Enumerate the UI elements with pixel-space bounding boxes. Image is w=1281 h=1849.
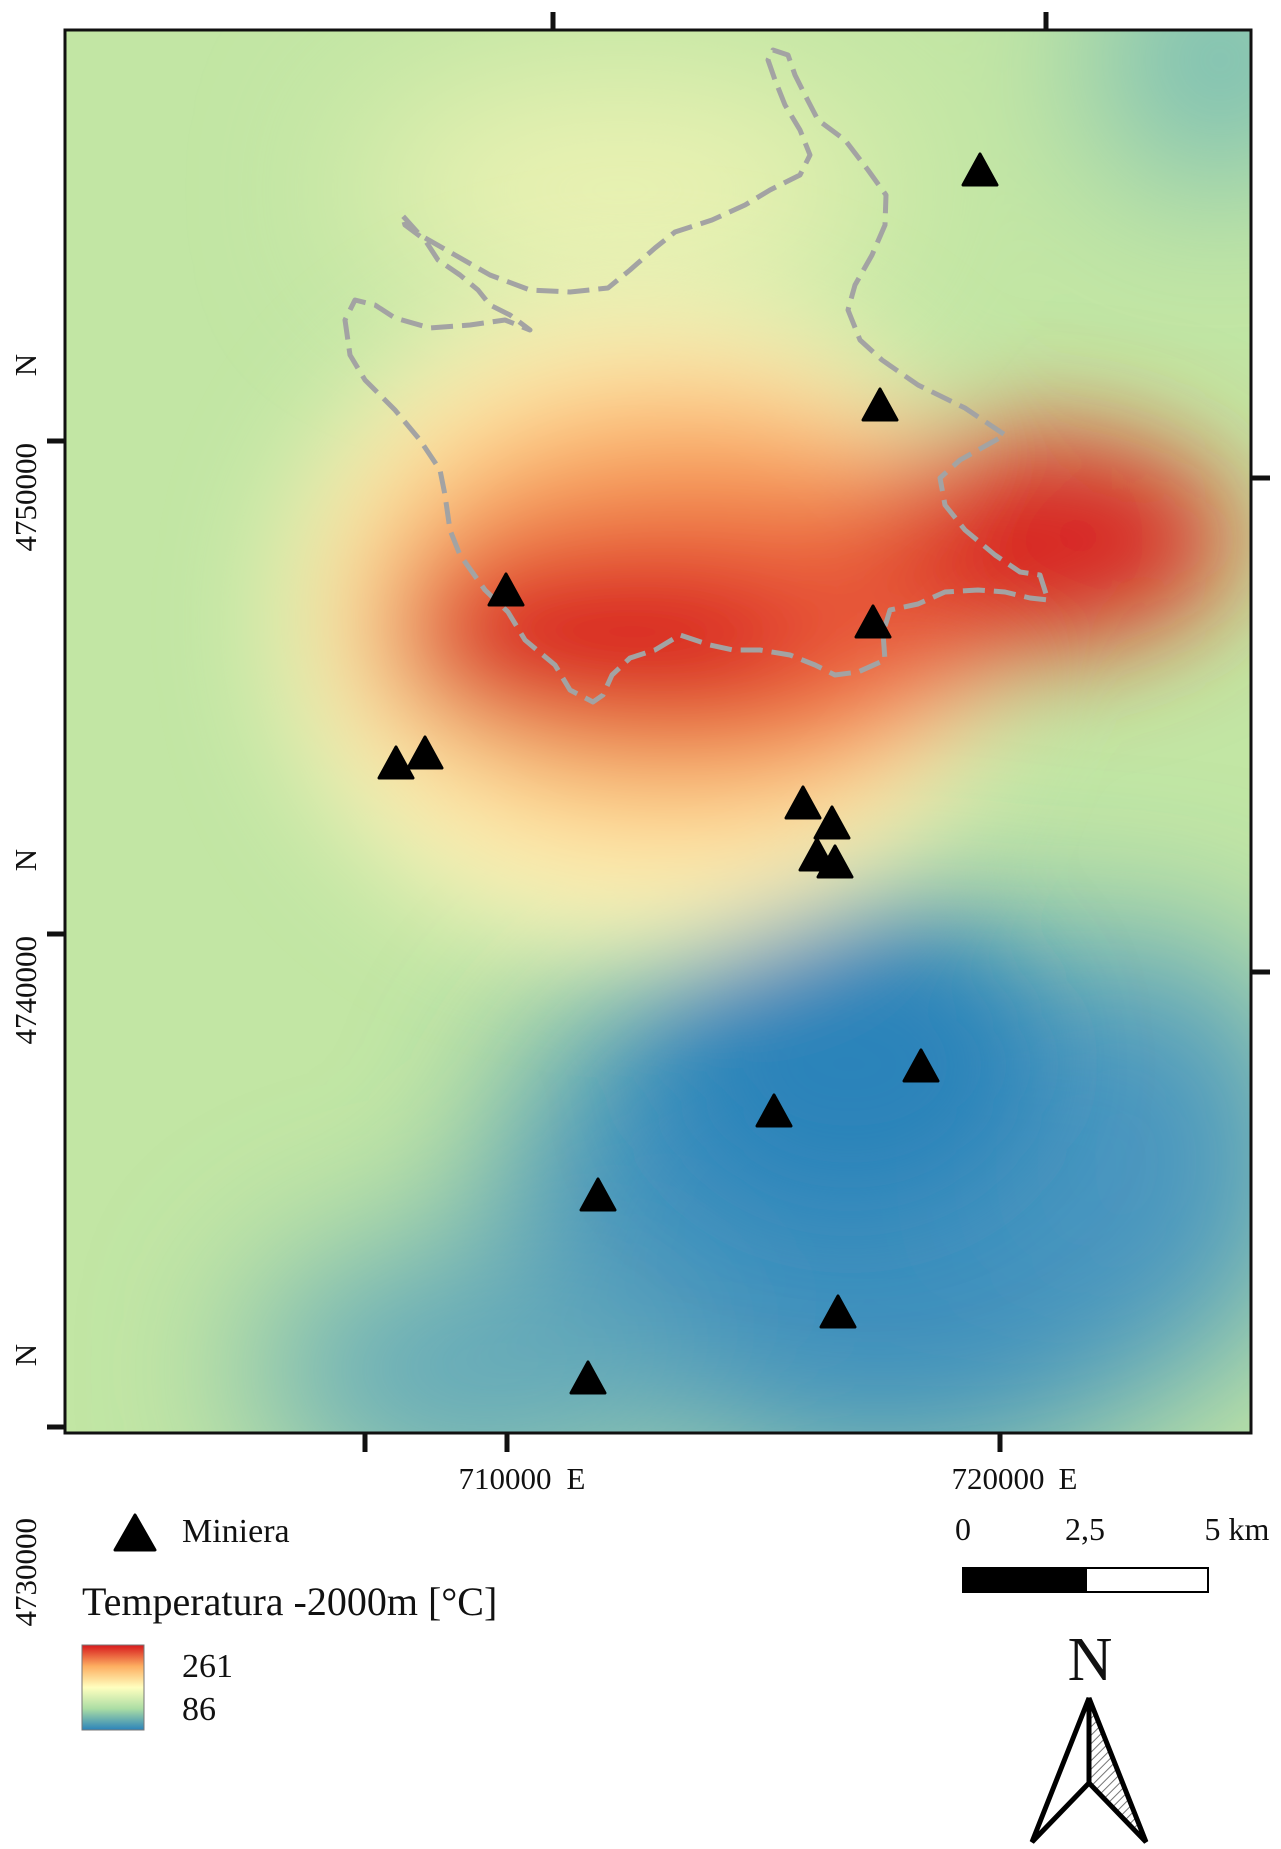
northing-label-4750000: 4750000 [8, 443, 43, 552]
study-area-boundary [342, 47, 1051, 705]
easting-label-710000: 710000 [459, 1461, 552, 1496]
mine-markers [377, 152, 999, 1395]
mine-marker-2 [861, 387, 899, 422]
mine-marker-3 [487, 572, 525, 607]
northing-unit-4740000: N [8, 849, 43, 871]
triangle-icon [113, 1513, 157, 1552]
legend: Miniera Temperatura -2000m [°C] 261 86 [81, 1513, 497, 1731]
north-arrow-label: N [1068, 1626, 1113, 1694]
temperature-raster [65, 30, 1251, 1433]
map-frame [63, 28, 1253, 1435]
northing-labels: 4750000 N 4740000 N 4730000 N [8, 354, 43, 1627]
legend-marker-label: Miniera [182, 1513, 290, 1550]
mine-marker-4 [854, 604, 892, 639]
mine-marker-15 [569, 1360, 607, 1395]
northing-label-4730000: 4730000 [8, 1518, 43, 1627]
scalebar-white-segment [1085, 1567, 1209, 1593]
easting-labels: 710000 E 720000 E [459, 1461, 1078, 1496]
mine-marker-10 [816, 844, 854, 879]
mine-marker-7 [784, 785, 822, 820]
easting-unit-720000: E [1059, 1461, 1078, 1496]
easting-unit-710000: E [567, 1461, 586, 1496]
mine-marker-14 [819, 1294, 857, 1329]
mine-marker-11 [902, 1048, 940, 1083]
easting-label-720000: 720000 [952, 1461, 1045, 1496]
mine-marker-12 [755, 1093, 793, 1128]
frame-ticks [47, 12, 1270, 1452]
scalebar-black-segment [962, 1567, 1087, 1593]
north-arrow: N [1029, 1626, 1149, 1844]
scalebar-label-mid: 2,5 [1065, 1511, 1105, 1547]
mine-marker-1 [961, 152, 999, 187]
legend-raster-title: Temperatura -2000m [°C] [82, 1579, 497, 1624]
legend-max-value: 261 [182, 1648, 233, 1685]
legend-color-ramp [81, 1644, 145, 1731]
north-arrow-icon [1029, 1697, 1149, 1844]
northing-label-4740000: 4740000 [8, 936, 43, 1045]
scalebar-label-0: 0 [955, 1511, 971, 1547]
northing-unit-4750000: N [8, 354, 43, 376]
northing-unit-4730000: N [8, 1344, 43, 1366]
mine-marker-8 [813, 805, 851, 840]
mine-marker-6 [406, 735, 444, 770]
mine-marker-13 [579, 1177, 617, 1212]
scale-bar: 0 2,5 5 km [955, 1511, 1270, 1593]
legend-min-value: 86 [182, 1691, 216, 1728]
scalebar-label-end: 5 km [1205, 1511, 1270, 1547]
mine-marker-5 [377, 745, 415, 780]
